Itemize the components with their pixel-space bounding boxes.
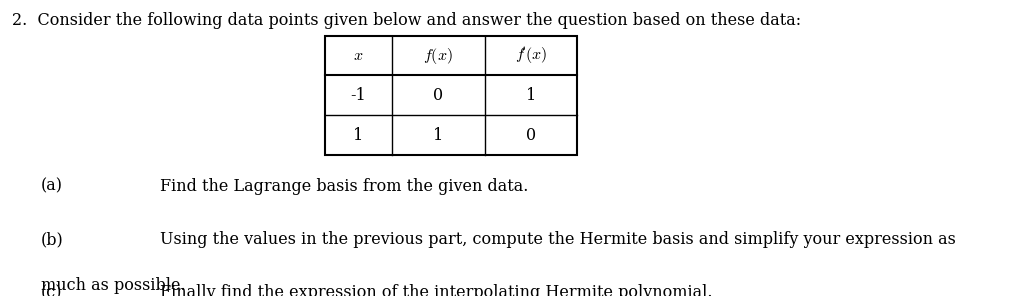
Text: (c): (c) (41, 284, 63, 296)
Text: much as possible.: much as possible. (41, 277, 186, 294)
Text: 0: 0 (433, 87, 443, 104)
Text: 0: 0 (526, 127, 536, 144)
Text: -1: -1 (351, 87, 366, 104)
Text: $x$: $x$ (353, 47, 364, 64)
Text: (a): (a) (41, 178, 63, 194)
Text: 1: 1 (354, 127, 363, 144)
Text: Find the Lagrange basis from the given data.: Find the Lagrange basis from the given d… (160, 178, 528, 194)
Text: 2.  Consider the following data points given below and answer the question based: 2. Consider the following data points gi… (12, 12, 801, 29)
Text: Finally find the expression of the interpolating Hermite polynomial.: Finally find the expression of the inter… (160, 284, 712, 296)
Text: $f(x)$: $f(x)$ (424, 46, 453, 65)
Text: 1: 1 (526, 87, 536, 104)
Text: (b): (b) (41, 231, 64, 248)
Text: Using the values in the previous part, compute the Hermite basis and simplify yo: Using the values in the previous part, c… (160, 231, 956, 248)
Text: 1: 1 (433, 127, 443, 144)
Text: $f\!'(x)$: $f\!'(x)$ (514, 45, 547, 66)
